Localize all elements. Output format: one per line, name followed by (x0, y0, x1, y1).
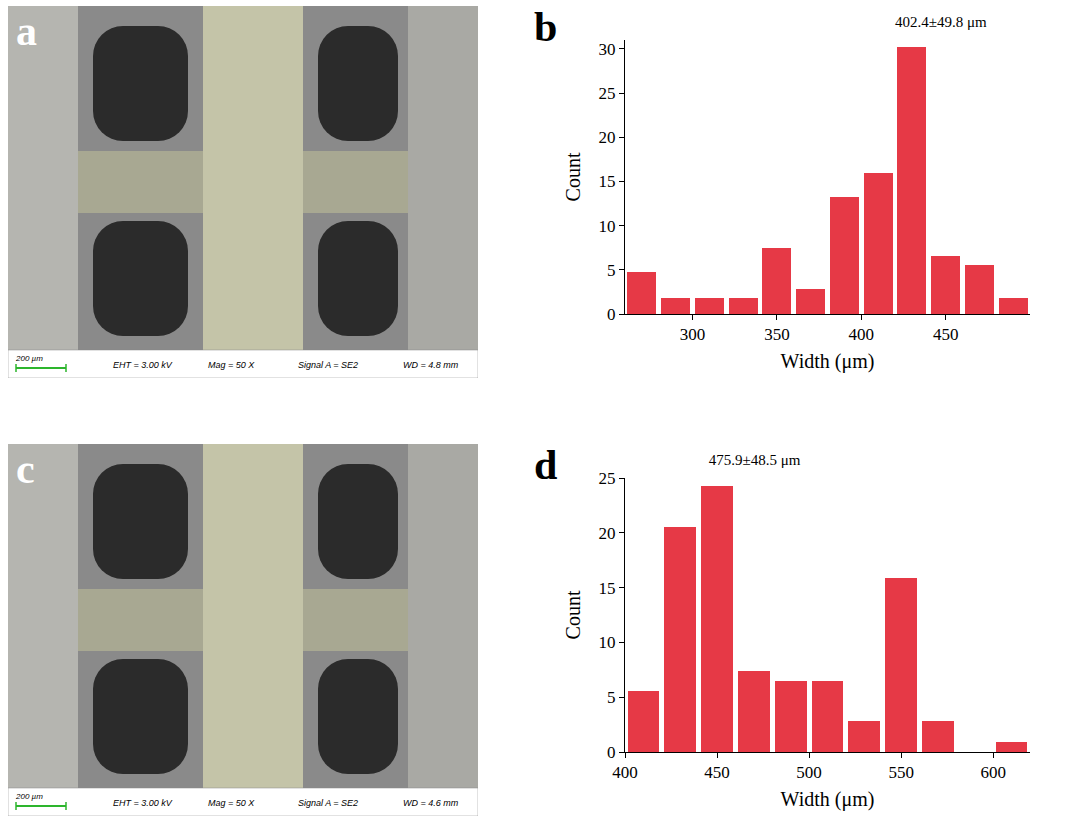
svg-text:Width (μm): Width (μm) (781, 350, 875, 373)
svg-text:Signal A = SE2: Signal A = SE2 (298, 798, 358, 808)
svg-text:300: 300 (680, 325, 706, 344)
svg-text:500: 500 (796, 763, 822, 782)
svg-text:0: 0 (607, 743, 616, 762)
svg-text:402.4±49.8 μm: 402.4±49.8 μm (895, 14, 987, 30)
svg-text:20: 20 (599, 524, 616, 543)
svg-text:WD = 4.6 mm: WD = 4.6 mm (403, 798, 459, 808)
svg-text:10: 10 (599, 217, 616, 236)
svg-text:Count: Count (562, 590, 584, 639)
html-text:c: c (16, 446, 35, 492)
svg-text:25: 25 (599, 84, 616, 103)
svg-text:5: 5 (607, 688, 616, 707)
svg-text:550: 550 (888, 763, 914, 782)
svg-text:475.9±48.5 μm: 475.9±48.5 μm (709, 452, 801, 468)
svg-text:350: 350 (764, 325, 790, 344)
html-text:d: d (534, 442, 558, 488)
svg-text:450: 450 (704, 763, 730, 782)
svg-text:450: 450 (933, 325, 959, 344)
svg-text:200 µm: 200 µm (15, 354, 43, 363)
svg-text:400: 400 (849, 325, 875, 344)
svg-text:10: 10 (599, 633, 616, 652)
html-text:b: b (534, 4, 558, 50)
svg-text:WD = 4.8 mm: WD = 4.8 mm (403, 360, 459, 370)
svg-text:Mag = 50 X: Mag = 50 X (208, 798, 255, 808)
svg-text:600: 600 (980, 763, 1006, 782)
svg-text:Width (μm): Width (μm) (781, 788, 875, 811)
svg-text:15: 15 (599, 579, 616, 598)
svg-text:EHT = 3.00 kV: EHT = 3.00 kV (113, 798, 173, 808)
html-text:a: a (16, 8, 37, 54)
svg-text:EHT = 3.00 kV: EHT = 3.00 kV (113, 360, 173, 370)
svg-text:15: 15 (599, 172, 616, 191)
svg-text:Count: Count (562, 152, 584, 201)
svg-text:Mag = 50 X: Mag = 50 X (208, 360, 255, 370)
svg-text:Signal A = SE2: Signal A = SE2 (298, 360, 358, 370)
svg-text:20: 20 (599, 128, 616, 147)
svg-text:400: 400 (612, 763, 638, 782)
svg-text:0: 0 (607, 305, 616, 324)
svg-text:25: 25 (599, 469, 616, 488)
svg-text:200 µm: 200 µm (15, 792, 43, 801)
svg-text:5: 5 (607, 261, 616, 280)
svg-text:30: 30 (599, 40, 616, 59)
